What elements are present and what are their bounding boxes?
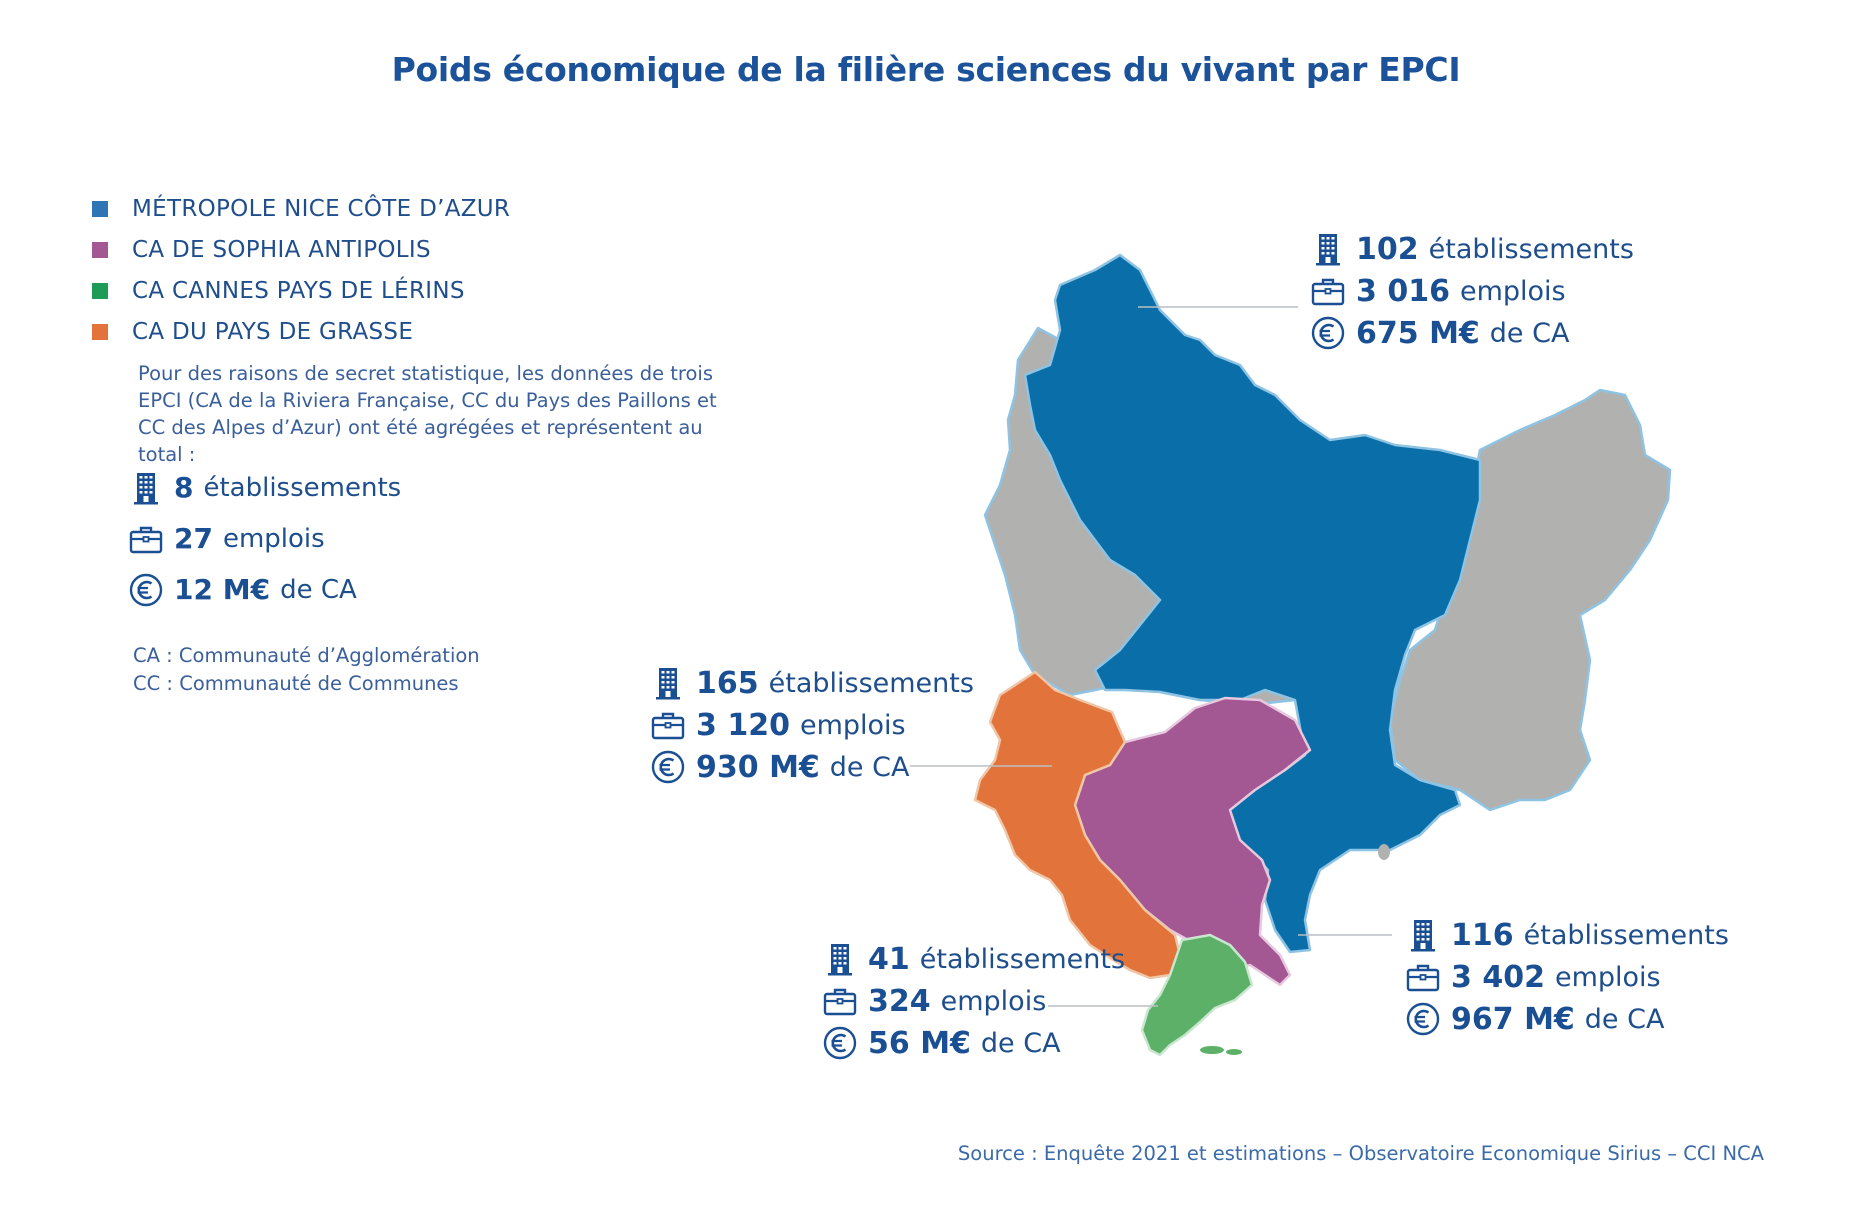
stat-unit: emplois xyxy=(1459,275,1566,307)
stat-row-ca: 12 M€ de CA xyxy=(128,564,401,615)
region-metropole-nice xyxy=(1023,253,1482,954)
region-riviera xyxy=(1388,388,1672,812)
legend-item-grasse: CA DU PAYS DE GRASSE xyxy=(92,311,510,352)
building-icon xyxy=(650,665,686,701)
stat-row-ca: 56 M€ de CA xyxy=(822,1022,1125,1064)
stat-unit: emplois xyxy=(940,985,1047,1017)
briefcase-icon xyxy=(128,521,164,557)
source-note: Source : Enquête 2021 et estimations – O… xyxy=(957,1142,1764,1165)
legend-swatch-cannes xyxy=(92,282,108,299)
stat-unit: de CA xyxy=(1584,1003,1665,1035)
euro-icon xyxy=(822,1025,858,1061)
stat-row-ca: 675 M€ de CA xyxy=(1310,312,1634,354)
island-lerins-2 xyxy=(1226,1049,1242,1055)
legend-item-nice: MÉTROPOLE NICE CÔTE D’AZUR xyxy=(92,188,510,229)
stat-value: 8 xyxy=(174,471,194,504)
euro-icon xyxy=(128,572,164,608)
island-lerins xyxy=(1200,1046,1224,1054)
stat-unit: de CA xyxy=(980,1027,1061,1059)
stat-row-etablissements: 116 établissements xyxy=(1405,914,1729,956)
building-icon xyxy=(822,941,858,977)
stat-value: 102 xyxy=(1356,231,1419,267)
stat-row-etablissements: 41 établissements xyxy=(822,938,1125,980)
aggregated-stats: 8 établissements 27 emplois 12 M€ de CA xyxy=(128,462,401,615)
stat-row-ca: 930 M€ de CA xyxy=(650,746,974,788)
legend-swatch-nice xyxy=(92,200,108,217)
abbreviation-ca: CA : Communauté d’Agglomération xyxy=(133,644,480,667)
stat-unit: établissements xyxy=(919,943,1126,975)
stat-row-ca: 967 M€ de CA xyxy=(1405,998,1729,1040)
stat-row-etablissements: 165 établissements xyxy=(650,662,974,704)
stat-value: 41 xyxy=(868,941,910,977)
stat-value: 930 M€ xyxy=(696,749,820,785)
region-pays-de-grasse xyxy=(973,670,1182,980)
stat-value: 165 xyxy=(696,665,759,701)
euro-icon xyxy=(650,749,686,785)
stat-row-emplois: 3 402 emplois xyxy=(1405,956,1729,998)
stat-unit: établissements xyxy=(1428,233,1634,265)
cap-ferrat xyxy=(1378,844,1390,860)
briefcase-icon xyxy=(1405,959,1441,995)
stat-row-emplois: 324 emplois xyxy=(822,980,1125,1022)
stats-pays-de-grasse: 165 établissements 3 120 emplois 930 M€ … xyxy=(650,662,974,788)
stat-unit: de CA xyxy=(829,751,910,783)
stat-row-emplois: 3 120 emplois xyxy=(650,704,974,746)
stat-value: 56 M€ xyxy=(868,1025,971,1061)
abbreviation-cc: CC : Communauté de Communes xyxy=(133,672,459,695)
stat-value: 967 M€ xyxy=(1451,1001,1575,1037)
secret-statistique-note: Pour des raisons de secret statistique, … xyxy=(138,362,717,466)
stat-row-emplois: 27 emplois xyxy=(128,513,401,564)
stat-unit: établissements xyxy=(203,472,402,503)
legend-label: CA DU PAYS DE GRASSE xyxy=(132,318,414,345)
legend-label: MÉTROPOLE NICE CÔTE D’AZUR xyxy=(132,195,511,222)
stat-value: 675 M€ xyxy=(1356,315,1480,351)
stat-value: 116 xyxy=(1451,917,1514,953)
stat-unit: établissements xyxy=(768,667,974,699)
briefcase-icon xyxy=(822,983,858,1019)
stats-metropole-nice: 102 établissements 3 016 emplois 675 M€ … xyxy=(1310,228,1634,354)
stat-value: 3 402 xyxy=(1451,959,1545,995)
stat-value: 324 xyxy=(868,983,931,1019)
legend-swatch-grasse xyxy=(92,323,108,340)
abbreviations: CA : Communauté d’Agglomération CC : Com… xyxy=(133,642,480,698)
briefcase-icon xyxy=(650,707,686,743)
stats-cannes-lerins: 41 établissements 324 emplois 56 M€ de C… xyxy=(822,938,1125,1064)
stats-sophia-antipolis: 116 établissements 3 402 emplois 967 M€ … xyxy=(1405,914,1729,1040)
stat-unit: de CA xyxy=(280,574,357,605)
legend-swatch-sophia xyxy=(92,241,108,258)
stat-unit: établissements xyxy=(1523,919,1729,951)
legend-item-sophia: CA DE SOPHIA ANTIPOLIS xyxy=(92,229,510,270)
building-icon xyxy=(128,470,164,506)
stat-value: 12 M€ xyxy=(174,573,271,606)
legend-label: CA CANNES PAYS DE LÉRINS xyxy=(132,277,465,304)
stat-value: 27 xyxy=(174,522,213,555)
legend-label: CA DE SOPHIA ANTIPOLIS xyxy=(132,236,431,263)
euro-icon xyxy=(1310,315,1346,351)
stat-row-etablissements: 8 établissements xyxy=(128,462,401,513)
stat-unit: emplois xyxy=(799,709,906,741)
building-icon xyxy=(1405,917,1441,953)
legend-item-cannes: CA CANNES PAYS DE LÉRINS xyxy=(92,270,510,311)
stat-value: 3 016 xyxy=(1356,273,1450,309)
briefcase-icon xyxy=(1310,273,1346,309)
stat-value: 3 120 xyxy=(696,707,790,743)
stat-unit: emplois xyxy=(222,523,325,554)
region-cannes-lerins xyxy=(1140,933,1254,1057)
building-icon xyxy=(1310,231,1346,267)
page-title: Poids économique de la filière sciences … xyxy=(391,50,1461,89)
stat-unit: emplois xyxy=(1554,961,1661,993)
euro-icon xyxy=(1405,1001,1441,1037)
stat-row-etablissements: 102 établissements xyxy=(1310,228,1634,270)
stat-row-emplois: 3 016 emplois xyxy=(1310,270,1634,312)
legend: MÉTROPOLE NICE CÔTE D’AZUR CA DE SOPHIA … xyxy=(92,188,510,352)
stat-unit: de CA xyxy=(1489,317,1570,349)
